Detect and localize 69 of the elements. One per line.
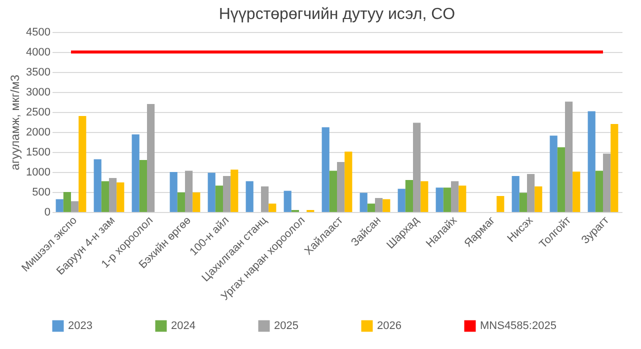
y-tick-label: 1500 (26, 146, 50, 158)
bar (375, 198, 383, 212)
legend-label: 2024 (171, 320, 196, 332)
legend-label: 2025 (274, 320, 298, 332)
bar (322, 127, 330, 212)
y-tick-label: 3500 (26, 66, 50, 78)
bar (344, 152, 352, 212)
y-tick-label: 2000 (26, 126, 50, 138)
bar (230, 170, 238, 212)
bar (329, 170, 337, 212)
bar (360, 192, 368, 212)
bar (101, 181, 109, 212)
bar (284, 190, 292, 212)
bar (147, 104, 155, 212)
bar (261, 186, 269, 212)
bar (572, 172, 580, 212)
bar (565, 102, 573, 212)
bar (208, 172, 216, 212)
bar (451, 181, 459, 212)
bar (550, 136, 558, 212)
y-tick-label: 500 (32, 186, 50, 198)
bar (78, 116, 86, 212)
bar (496, 196, 504, 212)
bar (588, 111, 596, 212)
bar (512, 176, 520, 212)
bar (109, 178, 117, 212)
y-tick-label: 4000 (26, 46, 50, 58)
bar (139, 160, 147, 212)
bar (557, 147, 565, 212)
bar (367, 204, 375, 212)
y-tick-label: 4500 (26, 26, 50, 38)
bar (603, 154, 611, 212)
bar (337, 162, 345, 212)
bar (420, 181, 428, 212)
legend-label: MNS4585:2025 (480, 320, 556, 332)
bar (192, 192, 200, 212)
bar (56, 199, 64, 212)
chart-title: Нүүрстөрөгчийн дутуу исэл, CO (218, 6, 456, 23)
y-axis-title: агууламж, мкг/м3 (8, 74, 22, 170)
bar (405, 180, 413, 212)
bar (519, 192, 527, 212)
bar (595, 170, 603, 212)
bar (177, 192, 185, 212)
bar (170, 172, 178, 212)
bar (246, 181, 254, 212)
bar (268, 204, 276, 212)
bar (458, 186, 466, 212)
bar (185, 170, 193, 212)
bar (215, 186, 223, 212)
bar (534, 186, 542, 212)
bar (610, 124, 618, 212)
bar (223, 176, 231, 212)
y-tick-label: 0 (44, 206, 50, 218)
bar (398, 188, 406, 212)
bar (436, 188, 444, 212)
legend-label: 2026 (377, 320, 402, 332)
bar (63, 192, 71, 212)
y-tick-label: 2500 (26, 106, 50, 118)
bar (94, 159, 102, 212)
bar (527, 174, 535, 212)
bar (382, 199, 390, 212)
bar (71, 201, 79, 212)
legend-label: 2023 (68, 320, 92, 332)
y-tick-label: 1000 (26, 166, 50, 178)
bar (413, 122, 421, 212)
bar (443, 188, 451, 212)
bar (132, 134, 140, 212)
y-tick-label: 3000 (26, 86, 50, 98)
bar (116, 182, 124, 212)
